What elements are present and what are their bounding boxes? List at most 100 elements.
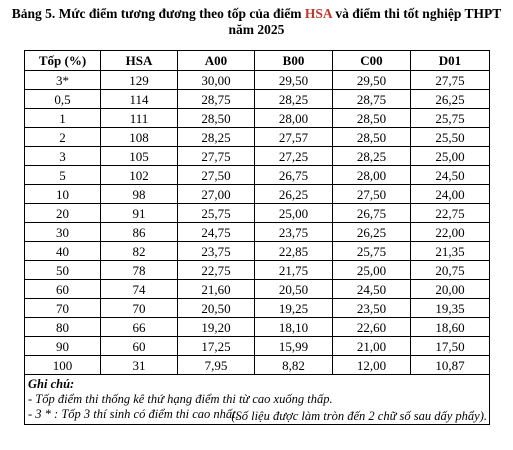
cell-hsa: 78 bbox=[100, 260, 178, 280]
cell-d01: 19,35 bbox=[410, 298, 490, 318]
table-row: 100 31 7,95 8,82 12,00 10,87 bbox=[24, 355, 490, 375]
cell-top: 10 bbox=[24, 184, 101, 204]
cell-c00: 28,50 bbox=[332, 127, 411, 147]
cell-top: 20 bbox=[24, 203, 101, 223]
cell-b00: 20,50 bbox=[254, 279, 333, 299]
cell-b00: 27,25 bbox=[254, 146, 333, 166]
notes-line-1: - Tốp điểm thi thống kê thứ hạng điểm th… bbox=[28, 392, 333, 406]
cell-hsa: 60 bbox=[100, 336, 178, 356]
notes-heading: Ghi chú: bbox=[28, 377, 75, 391]
cell-b00: 26,75 bbox=[254, 165, 333, 185]
table-row: 3 105 27,75 27,25 28,25 25,00 bbox=[24, 146, 490, 166]
cell-top: 80 bbox=[24, 317, 101, 337]
cell-c00: 26,25 bbox=[332, 222, 411, 242]
cell-d01: 21,35 bbox=[410, 241, 490, 261]
cell-d01: 20,75 bbox=[410, 260, 490, 280]
cell-d01: 25,00 bbox=[410, 146, 490, 166]
cell-top: 30 bbox=[24, 222, 101, 242]
notes-row: Ghi chú: - Tốp điểm thi thống kê thứ hạn… bbox=[24, 374, 490, 425]
cell-d01: 24,00 bbox=[410, 184, 490, 204]
table-row: 0,5 114 28,75 28,25 28,75 26,25 bbox=[24, 89, 490, 109]
cell-b00: 29,50 bbox=[254, 70, 333, 90]
cell-a00: 22,75 bbox=[177, 260, 255, 280]
cell-top: 2 bbox=[24, 127, 101, 147]
cell-a00: 28,25 bbox=[177, 127, 255, 147]
cell-top: 40 bbox=[24, 241, 101, 261]
cell-a00: 17,25 bbox=[177, 336, 255, 356]
cell-d01: 26,25 bbox=[410, 89, 490, 109]
table-row: 5 102 27,50 26,75 28,00 24,50 bbox=[24, 165, 490, 185]
cell-a00: 24,75 bbox=[177, 222, 255, 242]
header-cell-a00: A00 bbox=[177, 50, 255, 71]
table-row: 10 98 27,00 26,25 27,50 24,00 bbox=[24, 184, 490, 204]
cell-hsa: 74 bbox=[100, 279, 178, 299]
cell-c00: 26,75 bbox=[332, 203, 411, 223]
cell-top: 3 bbox=[24, 146, 101, 166]
cell-top: 1 bbox=[24, 108, 101, 128]
cell-hsa: 105 bbox=[100, 146, 178, 166]
cell-hsa: 108 bbox=[100, 127, 178, 147]
cell-b00: 28,00 bbox=[254, 108, 333, 128]
cell-c00: 25,75 bbox=[332, 241, 411, 261]
cell-a00: 28,75 bbox=[177, 89, 255, 109]
cell-hsa: 82 bbox=[100, 241, 178, 261]
cell-d01: 25,75 bbox=[410, 108, 490, 128]
cell-b00: 26,25 bbox=[254, 184, 333, 204]
cell-top: 5 bbox=[24, 165, 101, 185]
cell-hsa: 129 bbox=[100, 70, 178, 90]
header-cell-d01: D01 bbox=[410, 50, 490, 71]
cell-c00: 28,75 bbox=[332, 89, 411, 109]
cell-a00: 21,60 bbox=[177, 279, 255, 299]
score-table: Tốp (%) HSA A00 B00 C00 D01 3* 129 30,00 29… bbox=[24, 50, 490, 425]
cell-a00: 20,50 bbox=[177, 298, 255, 318]
table-row: 3* 129 30,00 29,50 29,50 27,75 bbox=[24, 70, 490, 90]
cell-hsa: 66 bbox=[100, 317, 178, 337]
cell-d01: 27,75 bbox=[410, 70, 490, 90]
cell-top: 0,5 bbox=[24, 89, 101, 109]
header-cell-top: Tốp (%) bbox=[24, 50, 101, 71]
notes-line-2: - 3 * : Tốp 3 thí sinh có điểm thi cao n… bbox=[28, 407, 239, 421]
cell-d01: 22,00 bbox=[410, 222, 490, 242]
cell-a00: 23,75 bbox=[177, 241, 255, 261]
cell-hsa: 86 bbox=[100, 222, 178, 242]
table-row: 30 86 24,75 23,75 26,25 22,00 bbox=[24, 222, 490, 242]
cell-c00: 27,50 bbox=[332, 184, 411, 204]
cell-d01: 18,60 bbox=[410, 317, 490, 337]
cell-a00: 28,50 bbox=[177, 108, 255, 128]
cell-a00: 30,00 bbox=[177, 70, 255, 90]
cell-d01: 24,50 bbox=[410, 165, 490, 185]
cell-hsa: 111 bbox=[100, 108, 178, 128]
cell-a00: 27,50 bbox=[177, 165, 255, 185]
cell-b00: 25,00 bbox=[254, 203, 333, 223]
cell-b00: 27,57 bbox=[254, 127, 333, 147]
cell-hsa: 114 bbox=[100, 89, 178, 109]
cell-b00: 28,25 bbox=[254, 89, 333, 109]
cell-top: 60 bbox=[24, 279, 101, 299]
header-cell-c00: C00 bbox=[332, 50, 411, 71]
title-highlight: HSA bbox=[304, 6, 332, 21]
table-row: 1 111 28,50 28,00 28,50 25,75 bbox=[24, 108, 490, 128]
cell-d01: 20,00 bbox=[410, 279, 490, 299]
cell-a00: 7,95 bbox=[177, 355, 255, 375]
cell-b00: 8,82 bbox=[254, 355, 333, 375]
table-row: 80 66 19,20 18,10 22,60 18,60 bbox=[24, 317, 490, 337]
table-row: 40 82 23,75 22,85 25,75 21,35 bbox=[24, 241, 490, 261]
header-cell-b00: B00 bbox=[254, 50, 333, 71]
cell-b00: 19,25 bbox=[254, 298, 333, 318]
table-row: 20 91 25,75 25,00 26,75 22,75 bbox=[24, 203, 490, 223]
table-body: 3* 129 30,00 29,50 29,50 27,75 0,5 114 28,75 28,2… bbox=[24, 70, 490, 375]
table-row: 50 78 22,75 21,75 25,00 20,75 bbox=[24, 260, 490, 280]
table-row: 2 108 28,25 27,57 28,50 25,50 bbox=[24, 127, 490, 147]
cell-b00: 23,75 bbox=[254, 222, 333, 242]
cell-c00: 12,00 bbox=[332, 355, 411, 375]
cell-d01: 10,87 bbox=[410, 355, 490, 375]
cell-top: 3* bbox=[24, 70, 101, 90]
cell-c00: 29,50 bbox=[332, 70, 411, 90]
cell-hsa: 98 bbox=[100, 184, 178, 204]
table-title: Bảng 5. Mức điểm tương đương theo tốp củ… bbox=[0, 6, 513, 38]
cell-hsa: 70 bbox=[100, 298, 178, 318]
cell-c00: 28,00 bbox=[332, 165, 411, 185]
cell-b00: 21,75 bbox=[254, 260, 333, 280]
cell-c00: 23,50 bbox=[332, 298, 411, 318]
cell-hsa: 31 bbox=[100, 355, 178, 375]
